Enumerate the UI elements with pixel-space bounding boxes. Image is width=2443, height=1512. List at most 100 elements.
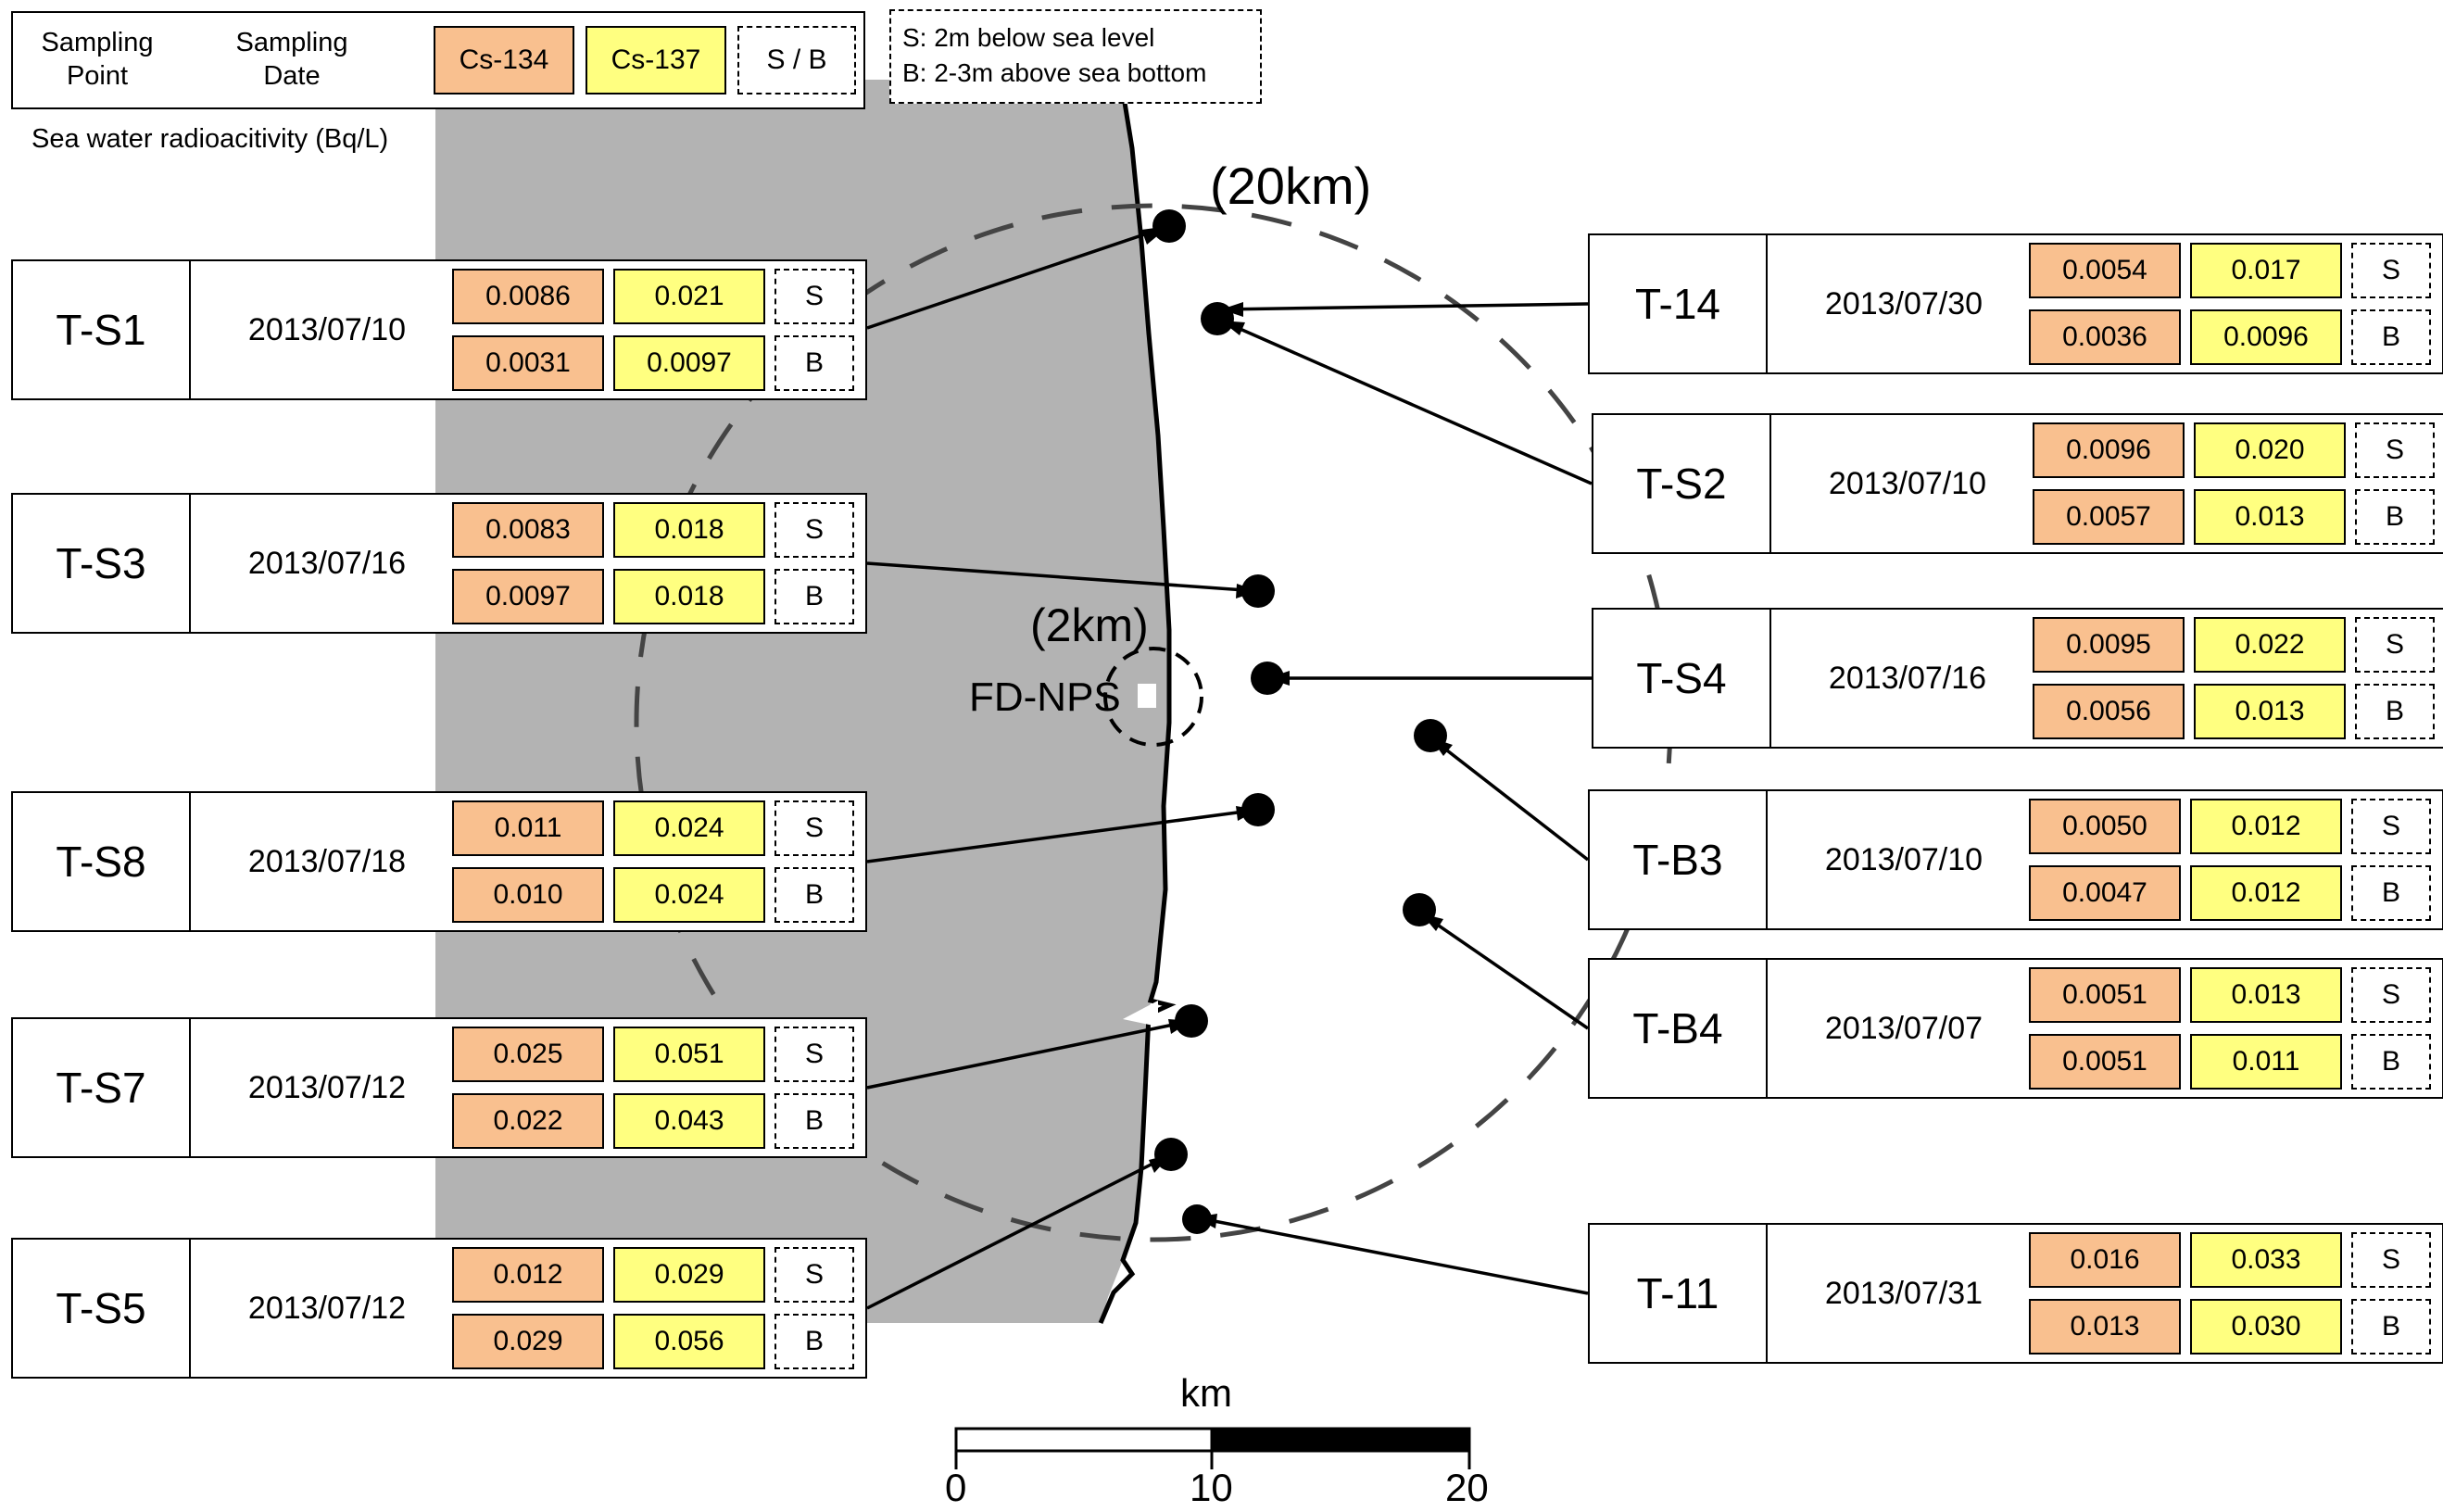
radius-2km-circle	[1103, 647, 1203, 747]
cs137-bottom: 0.0097	[613, 335, 765, 391]
station-panel-t-14: T-14 2013/07/30 0.0054 0.017 S 0.0036 0.0096 B	[1588, 233, 2443, 374]
station-date: 2013/07/10	[1824, 841, 1983, 877]
cs134-surface: 0.0086	[452, 269, 604, 324]
depth-tag-bottom: B	[2355, 489, 2435, 545]
cs137-surface: 0.021	[613, 269, 765, 324]
legend-s-b: S / B	[737, 26, 856, 94]
scale-tick-0: 0	[945, 1466, 967, 1509]
cs137-bottom: 0.0096	[2190, 309, 2342, 365]
cs134-bottom: 0.0047	[2029, 865, 2181, 921]
station-panel-t-s8: T-S8 2013/07/18 0.011 0.024 S 0.010 0.024 B	[11, 791, 867, 932]
sampling-point-t-14[interactable]	[1201, 302, 1234, 335]
arrowhead-t-14	[1221, 302, 1243, 317]
sampling-point-t-s4[interactable]	[1251, 662, 1284, 695]
cs137-bottom: 0.030	[2190, 1299, 2342, 1354]
cs134-surface: 0.016	[2029, 1232, 2181, 1288]
cs134-bottom: 0.029	[452, 1314, 604, 1369]
label-fd-nps: FD-NPS	[969, 674, 1121, 720]
sampling-point-t-s8[interactable]	[1241, 793, 1275, 826]
note-surface: S: 2m below sea level	[902, 23, 1155, 52]
cs134-bottom: 0.0057	[2033, 489, 2185, 545]
depth-tag-surface: S	[774, 502, 854, 558]
station-panel-t-s4: T-S4 2013/07/16 0.0095 0.022 S 0.0056 0.013 B	[1592, 608, 2443, 749]
cs137-surface: 0.017	[2190, 243, 2342, 298]
sampling-point-t-s7[interactable]	[1175, 1004, 1208, 1038]
cs134-surface: 0.0096	[2033, 422, 2185, 478]
cs137-bottom: 0.012	[2190, 865, 2342, 921]
cs137-bottom: 0.011	[2190, 1034, 2342, 1090]
depth-tag-bottom: B	[774, 1093, 854, 1149]
station-date: 2013/07/12	[247, 1290, 407, 1326]
cs134-bottom: 0.0056	[2033, 684, 2185, 739]
legend-cs137: Cs-137	[586, 26, 726, 94]
sampling-point-t-11[interactable]	[1182, 1204, 1212, 1234]
station-date: 2013/07/16	[1828, 660, 1987, 696]
cs137-bottom: 0.013	[2194, 684, 2346, 739]
station-id: T-S1	[56, 306, 146, 354]
leader-line-t-b4	[1420, 912, 1589, 1030]
station-id: T-S7	[56, 1064, 146, 1112]
cs137-bottom: 0.013	[2194, 489, 2346, 545]
cs134-surface: 0.0051	[2029, 967, 2181, 1023]
cs137-surface: 0.051	[613, 1027, 765, 1082]
station-panel-t-b3: T-B3 2013/07/10 0.0050 0.012 S 0.0047 0.012 B	[1588, 789, 2443, 930]
depth-tag-bottom: B	[774, 335, 854, 391]
cs134-surface: 0.0050	[2029, 799, 2181, 854]
depth-tag-bottom: B	[774, 867, 854, 923]
station-panel-t-b4: T-B4 2013/07/07 0.0051 0.013 S 0.0051 0.011 B	[1588, 958, 2443, 1099]
depth-tag-bottom: B	[2351, 865, 2431, 921]
station-panel-t-s5: T-S5 2013/07/12 0.012 0.029 S 0.029 0.056 B	[11, 1238, 867, 1379]
leader-line-t-s3	[866, 561, 1259, 593]
sampling-point-t-s1[interactable]	[1152, 209, 1186, 243]
scale-tick-10: 10	[1190, 1466, 1233, 1509]
cs137-surface: 0.033	[2190, 1232, 2342, 1288]
cs134-bottom: 0.0097	[452, 569, 604, 624]
station-id: T-B3	[1632, 836, 1723, 884]
station-panel-t-s7: T-S7 2013/07/12 0.025 0.051 S 0.022 0.043 B	[11, 1017, 867, 1158]
cs134-bottom: 0.0051	[2029, 1034, 2181, 1090]
depth-tag-surface: S	[2355, 422, 2435, 478]
note-bottom: B: 2-3m above sea bottom	[902, 58, 1207, 87]
station-id: T-11	[1636, 1269, 1719, 1317]
leader-line-t-14	[1220, 302, 1589, 311]
scale-bar	[954, 1427, 1471, 1469]
cs137-surface: 0.018	[613, 502, 765, 558]
depth-tag-surface: S	[2355, 617, 2435, 673]
legend-sampling-point: Sampling Point	[41, 28, 154, 91]
label-20km: (20km)	[1210, 157, 1372, 215]
plant-marker	[1138, 684, 1156, 708]
depth-tag-surface: S	[774, 1027, 854, 1082]
station-id: T-S3	[56, 539, 146, 587]
cs134-bottom: 0.0036	[2029, 309, 2181, 365]
station-id: T-B4	[1632, 1004, 1723, 1052]
cs134-surface: 0.025	[452, 1027, 604, 1082]
depth-tag-bottom: B	[774, 1314, 854, 1369]
station-id: T-S2	[1636, 460, 1727, 508]
station-date: 2013/07/16	[247, 545, 407, 581]
leader-line-t-s1	[866, 224, 1170, 330]
depth-note: S: 2m below sea level B: 2-3m above sea …	[889, 9, 1262, 104]
depth-tag-bottom: B	[2351, 1299, 2431, 1354]
leader-line-t-11	[1194, 1216, 1589, 1295]
cs134-bottom: 0.013	[2029, 1299, 2181, 1354]
cs137-bottom: 0.018	[613, 569, 765, 624]
depth-tag-surface: S	[774, 800, 854, 856]
station-date: 2013/07/10	[1828, 465, 1987, 501]
cs137-surface: 0.029	[613, 1247, 765, 1303]
scale-tick-20: 20	[1445, 1466, 1489, 1509]
sampling-point-t-s5[interactable]	[1154, 1138, 1188, 1171]
sampling-point-t-b4[interactable]	[1403, 893, 1436, 926]
cs137-surface: 0.024	[613, 800, 765, 856]
station-panel-t-s1: T-S1 2013/07/10 0.0086 0.021 S 0.0031 0.0097 B	[11, 259, 867, 400]
cs137-surface: 0.012	[2190, 799, 2342, 854]
sampling-point-t-b3[interactable]	[1414, 719, 1447, 752]
station-id: T-S4	[1636, 654, 1727, 702]
cs137-surface: 0.020	[2194, 422, 2346, 478]
station-date: 2013/07/07	[1824, 1010, 1983, 1046]
station-date: 2013/07/30	[1824, 285, 1983, 321]
cs134-bottom: 0.0031	[452, 335, 604, 391]
station-date: 2013/07/12	[247, 1069, 407, 1105]
sampling-point-t-s3[interactable]	[1241, 574, 1275, 608]
station-date: 2013/07/18	[247, 843, 407, 879]
depth-tag-bottom: B	[2355, 684, 2435, 739]
